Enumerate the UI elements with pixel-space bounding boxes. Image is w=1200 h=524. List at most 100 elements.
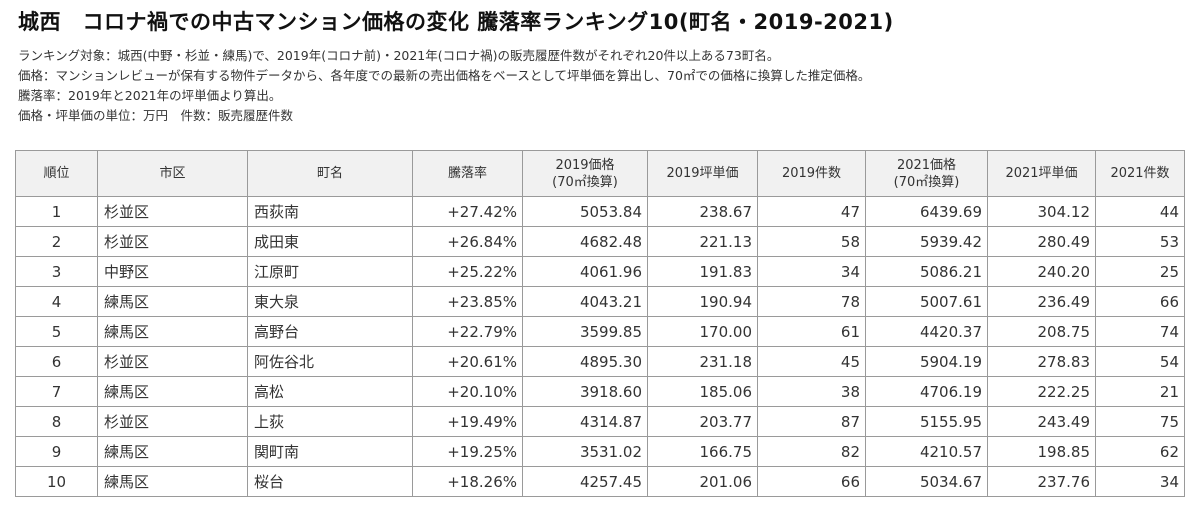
- cell-2021-price: 5034.67: [865, 466, 988, 497]
- cell-town: 上荻: [247, 406, 413, 437]
- cell-2021-price: 5904.19: [865, 346, 988, 377]
- header-2021-count: 2021件数: [1095, 150, 1185, 197]
- cell-2019-tsubo-price: 201.06: [647, 466, 758, 497]
- cell-2021-price: 5939.42: [865, 226, 988, 257]
- cell-2019-count: 61: [757, 316, 866, 347]
- table-row: 7 練馬区 高松 +20.10% 3918.60 185.06 38 4706.19 222.2…: [15, 376, 1185, 407]
- cell-change-rate: +25.22%: [412, 256, 523, 287]
- note-ranking-target: ランキング対象：城西(中野・杉並・練馬)で、2019年(コロナ前)・2021年(…: [18, 48, 780, 63]
- cell-town: 高野台: [247, 316, 413, 347]
- header-2021-tsubo-price: 2021坪単価: [987, 150, 1096, 197]
- cell-rank: 1: [15, 196, 98, 227]
- cell-2021-tsubo-price: 240.20: [987, 256, 1096, 287]
- note-change-rate: 騰落率：2019年と2021年の坪単価より算出。: [18, 88, 282, 103]
- page-title: 城西 コロナ禍での中古マンション価格の変化 騰落率ランキング10(町名・2019…: [18, 10, 894, 34]
- table-row: 8 杉並区 上荻 +19.49% 4314.87 203.77 87 5155.95 243.4…: [15, 406, 1185, 437]
- cell-2019-tsubo-price: 203.77: [647, 406, 758, 437]
- ranking-table: 順位 市区 町名 騰落率 2019価格 (70㎡換算) 2019坪単価 2019件…: [15, 150, 1185, 497]
- cell-2019-count: 87: [757, 406, 866, 437]
- cell-2021-tsubo-price: 237.76: [987, 466, 1096, 497]
- cell-change-rate: +18.26%: [412, 466, 523, 497]
- cell-ward: 練馬区: [97, 316, 248, 347]
- cell-2021-price: 4706.19: [865, 376, 988, 407]
- cell-2019-count: 78: [757, 286, 866, 317]
- cell-2021-tsubo-price: 280.49: [987, 226, 1096, 257]
- table-row: 4 練馬区 東大泉 +23.85% 4043.21 190.94 78 5007.61 236.…: [15, 286, 1185, 317]
- cell-2019-price: 3599.85: [522, 316, 648, 347]
- cell-2021-tsubo-price: 236.49: [987, 286, 1096, 317]
- cell-2021-count: 44: [1095, 196, 1185, 227]
- cell-2021-tsubo-price: 278.83: [987, 346, 1096, 377]
- cell-rank: 4: [15, 286, 98, 317]
- cell-ward: 杉並区: [97, 226, 248, 257]
- cell-2021-price: 4420.37: [865, 316, 988, 347]
- cell-rank: 2: [15, 226, 98, 257]
- cell-2019-count: 38: [757, 376, 866, 407]
- header-2019-price: 2019価格 (70㎡換算): [522, 150, 648, 197]
- table-row: 1 杉並区 西荻南 +27.42% 5053.84 238.67 47 6439.69 304.…: [15, 196, 1185, 227]
- cell-2019-count: 66: [757, 466, 866, 497]
- cell-change-rate: +26.84%: [412, 226, 523, 257]
- cell-2019-price: 4895.30: [522, 346, 648, 377]
- header-2019-tsubo-price: 2019坪単価: [647, 150, 758, 197]
- cell-2021-tsubo-price: 222.25: [987, 376, 1096, 407]
- cell-2019-count: 58: [757, 226, 866, 257]
- table-row: 10 練馬区 桜台 +18.26% 4257.45 201.06 66 5034.67 237.…: [15, 466, 1185, 497]
- cell-ward: 杉並区: [97, 196, 248, 227]
- table-row: 9 練馬区 関町南 +19.25% 3531.02 166.75 82 4210.57 198.…: [15, 436, 1185, 467]
- cell-rank: 7: [15, 376, 98, 407]
- cell-town: 東大泉: [247, 286, 413, 317]
- cell-2021-count: 74: [1095, 316, 1185, 347]
- cell-change-rate: +19.49%: [412, 406, 523, 437]
- cell-2019-tsubo-price: 221.13: [647, 226, 758, 257]
- cell-2019-count: 34: [757, 256, 866, 287]
- cell-2019-price: 4257.45: [522, 466, 648, 497]
- cell-change-rate: +23.85%: [412, 286, 523, 317]
- cell-town: 関町南: [247, 436, 413, 467]
- cell-2019-price: 3531.02: [522, 436, 648, 467]
- cell-2021-tsubo-price: 304.12: [987, 196, 1096, 227]
- cell-town: 桜台: [247, 466, 413, 497]
- cell-town: 西荻南: [247, 196, 413, 227]
- cell-change-rate: +27.42%: [412, 196, 523, 227]
- cell-change-rate: +20.61%: [412, 346, 523, 377]
- table-row: 3 中野区 江原町 +25.22% 4061.96 191.83 34 5086.21 240.…: [15, 256, 1185, 287]
- cell-2021-count: 53: [1095, 226, 1185, 257]
- cell-2021-count: 25: [1095, 256, 1185, 287]
- cell-2021-price: 5086.21: [865, 256, 988, 287]
- header-2019-count: 2019件数: [757, 150, 866, 197]
- table-row: 2 杉並区 成田東 +26.84% 4682.48 221.13 58 5939.42 280.…: [15, 226, 1185, 257]
- cell-2021-tsubo-price: 243.49: [987, 406, 1096, 437]
- header-rank: 順位: [15, 150, 98, 197]
- cell-2019-count: 45: [757, 346, 866, 377]
- cell-ward: 杉並区: [97, 346, 248, 377]
- cell-change-rate: +20.10%: [412, 376, 523, 407]
- cell-2019-tsubo-price: 238.67: [647, 196, 758, 227]
- cell-2021-count: 34: [1095, 466, 1185, 497]
- cell-2021-tsubo-price: 198.85: [987, 436, 1096, 467]
- cell-2019-price: 4043.21: [522, 286, 648, 317]
- header-town: 町名: [247, 150, 413, 197]
- cell-rank: 8: [15, 406, 98, 437]
- cell-2019-price: 4061.96: [522, 256, 648, 287]
- table-row: 5 練馬区 高野台 +22.79% 3599.85 170.00 61 4420.37 208.…: [15, 316, 1185, 347]
- header-2021-price: 2021価格 (70㎡換算): [865, 150, 988, 197]
- table-body: 1 杉並区 西荻南 +27.42% 5053.84 238.67 47 6439.69 304.…: [15, 196, 1185, 497]
- cell-ward: 練馬区: [97, 466, 248, 497]
- cell-2019-tsubo-price: 190.94: [647, 286, 758, 317]
- notes-block: ランキング対象：城西(中野・杉並・練馬)で、2019年(コロナ前)・2021年(…: [18, 46, 870, 126]
- cell-2019-price: 3918.60: [522, 376, 648, 407]
- cell-ward: 練馬区: [97, 436, 248, 467]
- cell-ward: 杉並区: [97, 406, 248, 437]
- cell-2021-count: 66: [1095, 286, 1185, 317]
- cell-2019-count: 82: [757, 436, 866, 467]
- header-change-rate: 騰落率: [412, 150, 523, 197]
- cell-town: 阿佐谷北: [247, 346, 413, 377]
- cell-town: 成田東: [247, 226, 413, 257]
- cell-2019-tsubo-price: 191.83: [647, 256, 758, 287]
- cell-2019-price: 4682.48: [522, 226, 648, 257]
- cell-town: 江原町: [247, 256, 413, 287]
- cell-2019-price: 5053.84: [522, 196, 648, 227]
- cell-ward: 練馬区: [97, 286, 248, 317]
- cell-rank: 6: [15, 346, 98, 377]
